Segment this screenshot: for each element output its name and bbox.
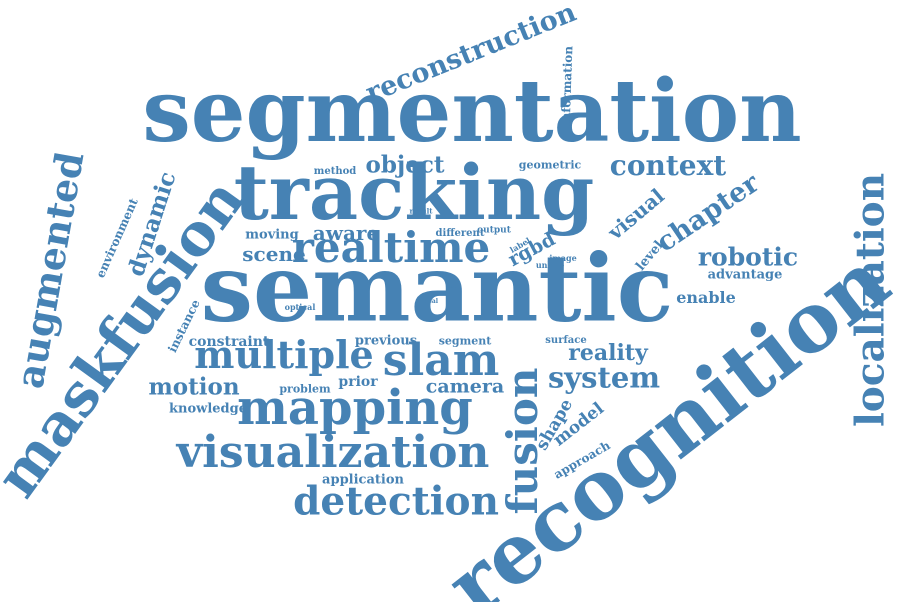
word-output: output [477, 225, 511, 236]
word-information: information [558, 45, 576, 127]
word-use: use [446, 284, 456, 291]
word-segmentation: segmentation [142, 61, 802, 162]
word-segment: segment [438, 334, 492, 348]
word-aware: aware [312, 221, 380, 245]
word-camera: camera [425, 375, 505, 398]
word-surface: surface [545, 335, 587, 346]
word-image: image [549, 253, 577, 263]
word-robotic: robotic [697, 242, 799, 272]
word-context: context [609, 149, 727, 182]
word-realtime: realtime [291, 223, 491, 272]
word-previous: previous [354, 333, 418, 349]
word-localization: localization [847, 172, 894, 428]
word-result: result [409, 206, 433, 216]
word-motion: motion [148, 373, 240, 401]
word-mapping: mapping [237, 380, 473, 436]
word-application: application [322, 472, 404, 488]
word-unlike: unlike [535, 260, 565, 270]
word-moving: moving [245, 227, 299, 243]
word-visualization: visualization [176, 427, 490, 478]
word-problem: problem [279, 382, 331, 396]
word-different: different [435, 228, 485, 239]
word-optical: optical [284, 302, 316, 312]
word-constraint: constraint [188, 334, 270, 350]
word-semantic: semantic [200, 233, 674, 343]
word-detection: detection [293, 478, 499, 525]
word-scene: scene [242, 242, 306, 266]
word-tracking: tracking [233, 148, 595, 237]
word-reality: reality [568, 340, 648, 366]
word-slam: slam [382, 335, 500, 386]
word-enable: enable [676, 288, 736, 307]
word-deal: deal [423, 298, 439, 305]
word-multiple: multiple [194, 332, 374, 377]
word-method: method [313, 166, 357, 177]
word-prior: prior [338, 374, 378, 390]
word-knowledge: knowledge [169, 401, 247, 417]
word-advantage: advantage [707, 267, 783, 283]
word-system: system [547, 360, 661, 395]
word-object: object [365, 151, 445, 179]
word-geometric: geometric [518, 158, 582, 172]
